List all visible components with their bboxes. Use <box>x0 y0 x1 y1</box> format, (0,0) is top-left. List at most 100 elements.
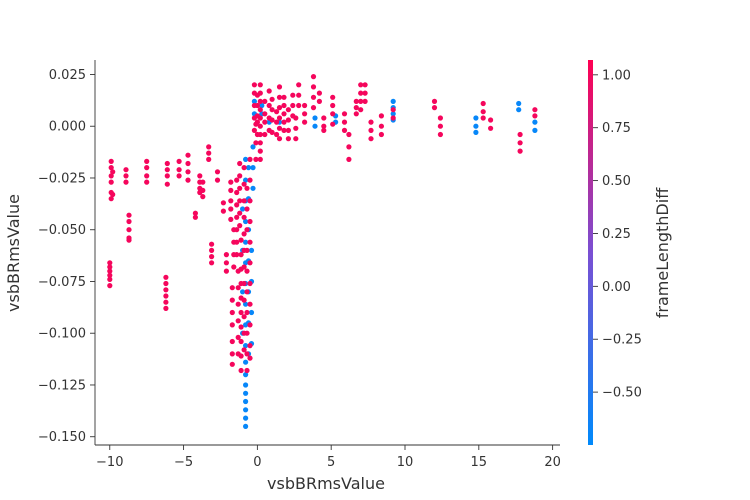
data-point <box>312 123 318 129</box>
data-point <box>243 359 249 365</box>
data-point <box>200 194 206 200</box>
data-point <box>274 109 280 115</box>
data-point <box>126 237 132 243</box>
data-point <box>107 272 113 278</box>
data-point <box>234 227 240 233</box>
data-point <box>235 334 241 340</box>
data-point <box>243 372 249 378</box>
data-point <box>253 140 259 146</box>
data-point <box>235 285 241 291</box>
data-point <box>244 206 250 212</box>
data-point <box>110 191 116 198</box>
data-point <box>192 210 198 216</box>
data-point <box>126 218 132 225</box>
data-point <box>330 94 336 100</box>
data-point <box>310 74 317 80</box>
data-point <box>228 198 234 204</box>
data-point <box>244 247 250 253</box>
data-point <box>238 338 244 345</box>
data-point <box>480 100 486 107</box>
data-point <box>290 92 296 98</box>
data-point <box>488 117 494 123</box>
data-point <box>247 239 253 245</box>
data-point <box>209 254 215 260</box>
data-point <box>362 82 368 88</box>
data-point <box>269 117 275 123</box>
data-point <box>107 268 113 274</box>
colorbar-tick-label: 0.25 <box>602 227 631 242</box>
data-point <box>229 361 235 367</box>
y-tick-label: −0.025 <box>38 171 86 186</box>
data-point <box>228 179 234 185</box>
data-point <box>257 131 263 138</box>
data-point <box>144 173 150 179</box>
data-point <box>220 208 226 214</box>
data-point <box>108 165 114 171</box>
data-point <box>163 299 169 305</box>
data-point <box>200 179 206 185</box>
data-point <box>229 297 235 303</box>
data-point <box>437 123 443 129</box>
data-point <box>330 111 336 117</box>
data-point <box>473 129 479 135</box>
data-point <box>243 382 249 388</box>
data-point <box>257 98 263 104</box>
data-point <box>244 330 250 336</box>
data-point <box>251 98 257 104</box>
data-point <box>532 127 538 133</box>
data-point <box>238 252 244 258</box>
data-point <box>259 102 265 109</box>
data-point <box>247 198 253 204</box>
data-point <box>214 169 221 175</box>
data-point <box>197 173 203 179</box>
data-point <box>532 107 538 113</box>
data-point <box>228 187 234 193</box>
y-tick-label: −0.150 <box>38 430 86 445</box>
data-point <box>517 148 523 154</box>
data-point <box>229 351 235 357</box>
x-tick-label: −5 <box>174 455 193 470</box>
data-point <box>312 115 318 121</box>
data-point <box>250 165 256 171</box>
data-point <box>244 309 250 316</box>
data-point <box>281 127 287 133</box>
data-point <box>163 280 169 287</box>
data-point <box>517 131 523 138</box>
data-point <box>316 98 322 104</box>
data-point <box>247 322 253 328</box>
data-point <box>378 113 384 119</box>
data-point <box>251 127 257 133</box>
data-point <box>257 140 263 146</box>
data-point <box>390 107 396 113</box>
data-point <box>341 119 348 125</box>
data-point <box>192 214 198 220</box>
data-point <box>214 177 221 183</box>
y-ticks: 0.025 0.000 −0.025 −0.050 −0.075 −0.100 −0.125… <box>38 68 95 445</box>
data-point <box>276 94 283 100</box>
data-point <box>310 84 317 90</box>
data-point <box>243 218 249 225</box>
data-point <box>206 156 212 162</box>
data-point <box>206 144 212 150</box>
data-point <box>321 123 327 129</box>
y-tick-label: −0.100 <box>38 327 86 342</box>
y-tick-label: −0.075 <box>38 275 86 290</box>
data-point <box>276 115 283 121</box>
data-point <box>176 158 182 164</box>
data-point <box>164 181 170 187</box>
data-point <box>250 185 256 191</box>
data-point <box>185 169 191 175</box>
data-point <box>234 189 240 196</box>
data-point <box>281 111 287 117</box>
data-point <box>244 367 250 374</box>
data-point <box>220 200 226 206</box>
data-point <box>257 123 263 129</box>
data-point <box>231 264 237 270</box>
data-point <box>108 179 114 185</box>
data-point <box>176 173 182 179</box>
data-point <box>209 247 215 253</box>
data-point <box>269 96 275 102</box>
data-point <box>378 123 384 129</box>
data-point <box>362 98 368 104</box>
data-point <box>517 140 523 146</box>
